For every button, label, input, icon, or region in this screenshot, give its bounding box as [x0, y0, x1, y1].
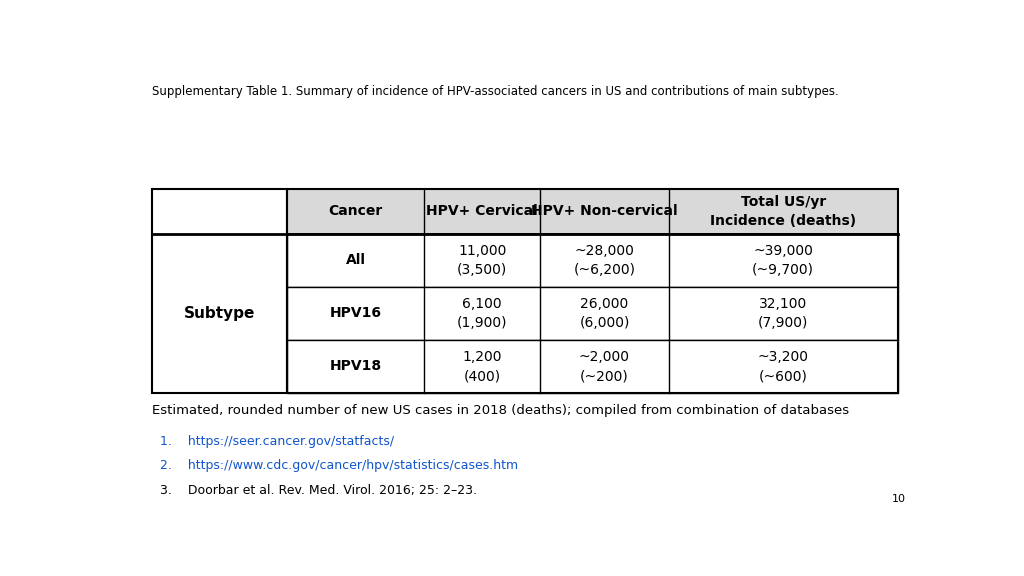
Text: Cancer: Cancer [329, 204, 383, 218]
Text: Total US/yr
Incidence (deaths): Total US/yr Incidence (deaths) [711, 195, 856, 228]
Text: HPV18: HPV18 [330, 359, 382, 373]
Text: 11,000
(3,500): 11,000 (3,500) [457, 244, 507, 277]
Text: 10: 10 [892, 494, 905, 504]
Text: Estimated, rounded number of new US cases in 2018 (deaths); compiled from combin: Estimated, rounded number of new US case… [152, 404, 849, 417]
Text: ~2,000
(~200): ~2,000 (~200) [579, 350, 630, 383]
Text: ~28,000
(~6,200): ~28,000 (~6,200) [573, 244, 636, 277]
Text: Subtype: Subtype [183, 306, 255, 321]
Text: HPV+ Non-cervical: HPV+ Non-cervical [531, 204, 678, 218]
Text: 1,200
(400): 1,200 (400) [463, 350, 502, 383]
Text: HPV16: HPV16 [330, 306, 382, 320]
Text: Supplementary Table 1. Summary of incidence of HPV-associated cancers in US and : Supplementary Table 1. Summary of incide… [152, 85, 839, 98]
Text: HPV+ Cervical: HPV+ Cervical [426, 204, 539, 218]
Text: 3.    Doorbar et al. Rev. Med. Virol. 2016; 25: 2–23.: 3. Doorbar et al. Rev. Med. Virol. 2016;… [160, 484, 477, 497]
Text: 32,100
(7,900): 32,100 (7,900) [758, 297, 808, 330]
Text: 2.    https://www.cdc.gov/cancer/hpv/statistics/cases.htm: 2. https://www.cdc.gov/cancer/hpv/statis… [160, 460, 518, 472]
Text: ~3,200
(~600): ~3,200 (~600) [758, 350, 809, 383]
Text: 1.    https://seer.cancer.gov/statfacts/: 1. https://seer.cancer.gov/statfacts/ [160, 435, 394, 448]
Text: 6,100
(1,900): 6,100 (1,900) [457, 297, 508, 330]
Text: ~39,000
(~9,700): ~39,000 (~9,700) [753, 244, 814, 277]
Text: All: All [345, 253, 366, 267]
Text: 26,000
(6,000): 26,000 (6,000) [580, 297, 630, 330]
